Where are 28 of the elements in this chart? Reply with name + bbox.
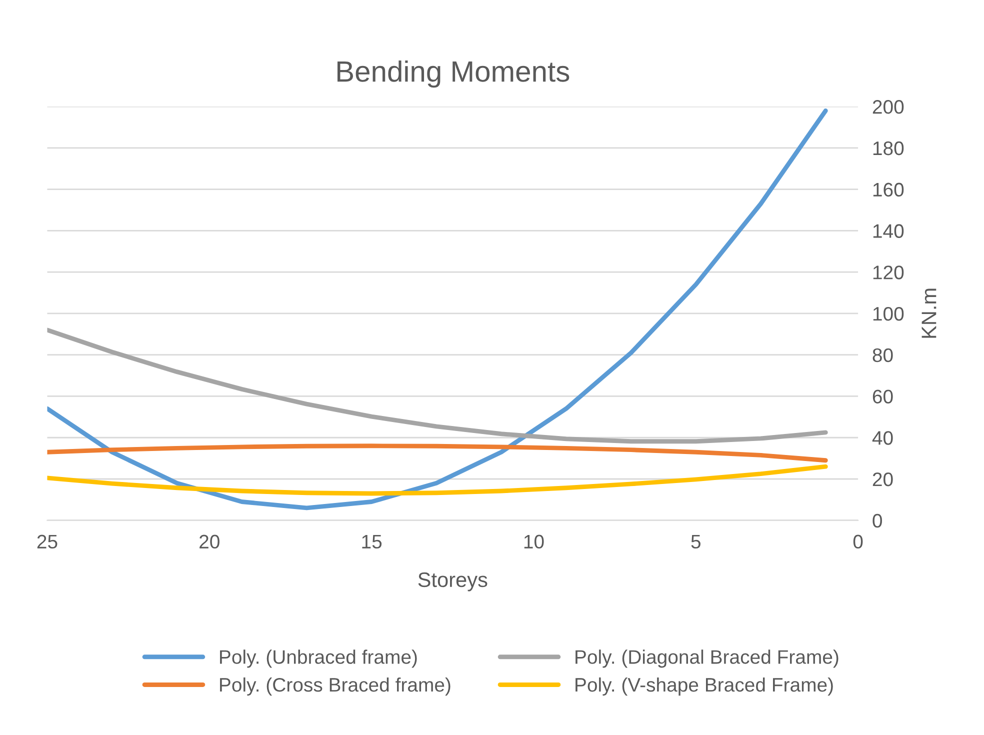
y-tick-label: 60 xyxy=(872,390,893,404)
x-tick-label: 25 xyxy=(37,534,58,549)
x-tick-label: 20 xyxy=(200,534,220,549)
line-series xyxy=(47,328,828,444)
y-tick-label: 20 xyxy=(872,472,893,486)
y-tick-label: 100 xyxy=(873,306,904,321)
y-tick-label: 180 xyxy=(873,141,904,156)
line-series xyxy=(47,444,828,463)
y-tick-label: 200 xyxy=(872,100,904,114)
y-tick-label: 0 xyxy=(872,514,882,528)
y-tick-label: 140 xyxy=(873,224,904,238)
line-series xyxy=(47,108,828,510)
x-tick-label: 0 xyxy=(853,534,863,549)
y-tick-label: 120 xyxy=(873,266,904,280)
y-tick-label: 40 xyxy=(872,431,893,445)
x-tick-label: 5 xyxy=(691,534,700,549)
x-tick-label: 10 xyxy=(524,534,544,549)
x-tick-label: 15 xyxy=(362,534,382,549)
x-axis-title: Storeys xyxy=(418,572,488,592)
legend-label: Poly. (Unbraced frame) xyxy=(220,650,417,668)
y-tick-label: 80 xyxy=(872,348,893,362)
legend-label: Poly. (Cross Braced frame) xyxy=(220,677,450,696)
legend-label: Poly. (V-shape Braced Frame) xyxy=(576,677,833,696)
chart-title: Bending Moments xyxy=(338,60,570,88)
line-series xyxy=(47,464,828,496)
y-tick-label: 160 xyxy=(873,182,904,197)
y-axis-title: KN.m xyxy=(922,288,936,338)
legend-label: Poly. (Diagonal Braced Frame) xyxy=(576,650,838,668)
